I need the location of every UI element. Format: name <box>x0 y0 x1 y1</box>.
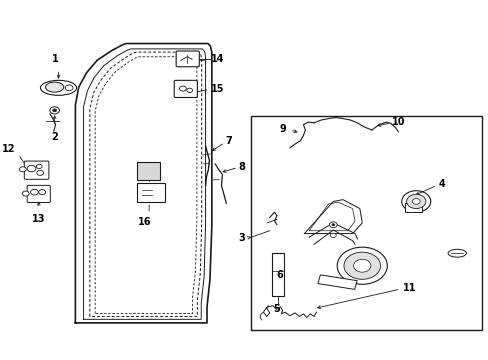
Circle shape <box>330 233 336 238</box>
Ellipse shape <box>45 82 64 92</box>
Circle shape <box>186 88 192 93</box>
Circle shape <box>401 191 430 212</box>
Bar <box>137 183 165 202</box>
Bar <box>271 253 284 296</box>
Circle shape <box>53 109 57 112</box>
Circle shape <box>406 194 425 208</box>
FancyBboxPatch shape <box>24 161 49 179</box>
Text: 15: 15 <box>210 84 224 94</box>
Circle shape <box>39 190 45 195</box>
Bar <box>404 203 421 212</box>
Text: 16: 16 <box>137 217 151 227</box>
Text: 12: 12 <box>2 144 16 154</box>
Text: 9: 9 <box>279 124 285 134</box>
Ellipse shape <box>447 249 466 257</box>
Circle shape <box>337 247 386 284</box>
Ellipse shape <box>41 80 77 95</box>
Text: 14: 14 <box>211 54 224 64</box>
Text: 11: 11 <box>403 283 416 293</box>
Circle shape <box>30 189 38 195</box>
Text: 10: 10 <box>391 117 405 127</box>
Text: 13: 13 <box>32 213 45 224</box>
Text: 8: 8 <box>238 162 245 172</box>
Text: 6: 6 <box>275 270 282 280</box>
Circle shape <box>411 199 419 204</box>
FancyBboxPatch shape <box>27 185 50 203</box>
Circle shape <box>36 164 42 168</box>
Text: 2: 2 <box>51 132 58 143</box>
Circle shape <box>27 165 36 172</box>
Text: 1: 1 <box>52 54 59 64</box>
FancyBboxPatch shape <box>174 80 197 98</box>
Bar <box>137 162 160 180</box>
Circle shape <box>343 252 380 279</box>
Circle shape <box>329 222 337 228</box>
Circle shape <box>20 167 26 172</box>
Circle shape <box>22 191 29 196</box>
Text: 4: 4 <box>438 179 444 189</box>
Text: 7: 7 <box>225 136 232 146</box>
Circle shape <box>179 86 186 91</box>
Circle shape <box>37 170 43 175</box>
Bar <box>317 275 356 289</box>
FancyBboxPatch shape <box>176 51 199 67</box>
Circle shape <box>50 107 60 114</box>
Circle shape <box>65 85 73 91</box>
Circle shape <box>353 259 370 272</box>
Text: 5: 5 <box>273 303 280 314</box>
Circle shape <box>331 224 334 226</box>
Text: 3: 3 <box>238 233 245 243</box>
Bar <box>251 116 481 330</box>
